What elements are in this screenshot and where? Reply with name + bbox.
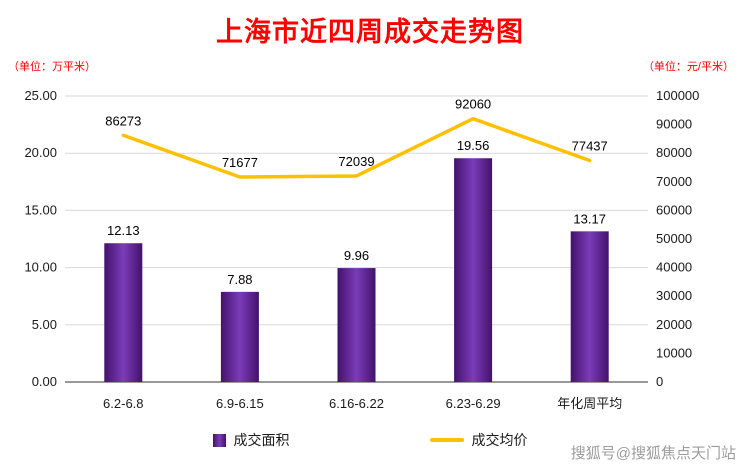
svg-text:6.9-6.15: 6.9-6.15: [216, 396, 264, 411]
svg-text:40000: 40000: [656, 260, 692, 275]
svg-text:80000: 80000: [656, 145, 692, 160]
svg-text:6.2-6.8: 6.2-6.8: [103, 396, 143, 411]
svg-text:90000: 90000: [656, 117, 692, 132]
svg-text:19.56: 19.56: [457, 138, 490, 153]
legend-line-swatch: [429, 438, 464, 442]
chart-canvas: 0.00 5.00 10.00 15.00 20.00 25.00 0 10000 20000 3…: [24, 88, 699, 411]
right-axis-unit-label: （单位：元/平米）: [642, 61, 734, 73]
svg-text:20000: 20000: [656, 317, 692, 332]
svg-text:年化周平均: 年化周平均: [557, 396, 622, 411]
svg-text:6.16-6.22: 6.16-6.22: [329, 396, 384, 411]
svg-text:92060: 92060: [455, 97, 491, 112]
svg-text:77437: 77437: [572, 139, 608, 154]
svg-text:50000: 50000: [656, 231, 692, 246]
svg-text:12.13: 12.13: [107, 223, 140, 238]
page-title: 上海市近四周成交走势图: [216, 17, 524, 47]
svg-text:0.00: 0.00: [32, 374, 57, 389]
legend-area-label: 成交面积: [233, 432, 290, 448]
svg-text:9.96: 9.96: [344, 248, 369, 263]
watermark: 搜狐号@搜狐焦点天门站: [570, 445, 736, 462]
legend-price-label: 成交均价: [471, 432, 528, 448]
svg-text:6.23-6.29: 6.23-6.29: [446, 396, 501, 411]
svg-text:100000: 100000: [656, 88, 699, 103]
svg-text:71677: 71677: [222, 155, 258, 170]
svg-text:72039: 72039: [338, 154, 374, 169]
svg-text:25.00: 25.00: [24, 88, 57, 103]
svg-text:20.00: 20.00: [24, 145, 57, 160]
svg-text:86273: 86273: [105, 113, 141, 128]
legend: 成交面积 成交均价: [0, 430, 740, 450]
svg-text:5.00: 5.00: [32, 317, 57, 332]
svg-text:7.88: 7.88: [227, 272, 252, 287]
svg-text:0: 0: [656, 374, 663, 389]
svg-text:13.17: 13.17: [573, 211, 606, 226]
svg-text:15.00: 15.00: [24, 202, 57, 217]
legend-item-price: 成交均价: [429, 430, 528, 450]
legend-item-area: 成交面积: [212, 430, 290, 450]
svg-text:60000: 60000: [656, 202, 692, 217]
left-axis-unit-label: （单位：万平米）: [8, 61, 96, 73]
svg-text:10.00: 10.00: [24, 260, 57, 275]
legend-bar-swatch: [212, 433, 226, 447]
svg-text:70000: 70000: [656, 174, 692, 189]
svg-text:10000: 10000: [656, 345, 692, 360]
svg-text:30000: 30000: [656, 288, 692, 303]
